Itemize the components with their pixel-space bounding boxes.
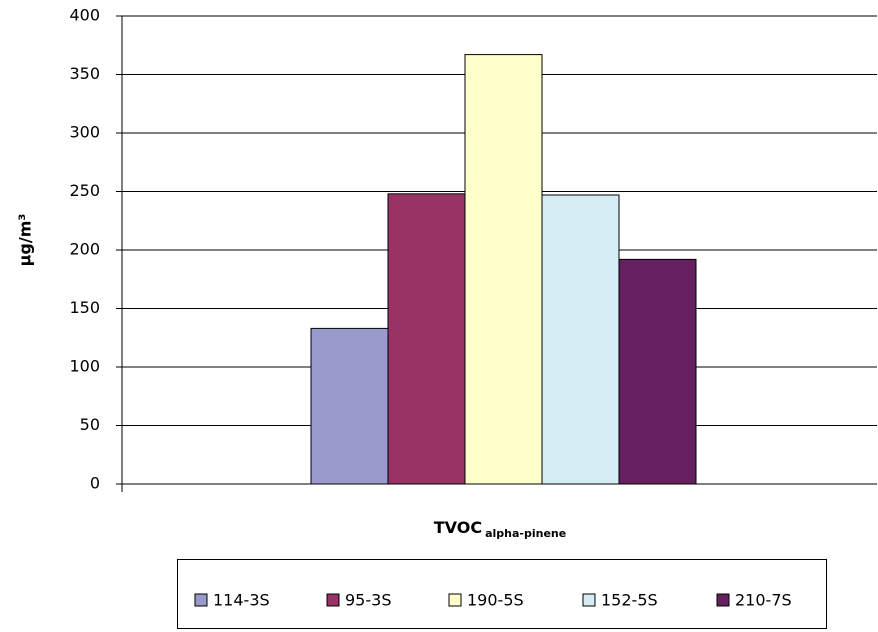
bar [387,193,466,485]
bar [310,327,389,485]
y-tick-label: 350 [69,64,100,83]
y-tick-label: 200 [69,240,100,259]
x-axis-label-main: TVOC [434,518,482,537]
y-tick-label: 300 [69,123,100,142]
legend-label: 210-7S [735,591,792,610]
x-axis-label-sub: alpha-pinene [485,527,566,540]
y-axis-label: µg/m³ [16,214,35,267]
legend-label: 190-5S [467,591,524,610]
y-tick-label: 150 [69,298,100,317]
legend-label: 114-3S [213,591,270,610]
bar [541,194,620,485]
y-tick-label: 100 [69,357,100,376]
x-axis-label: TVOC alpha-pinene [434,518,566,541]
legend-label: 95-3S [345,591,391,610]
legend-label: 152-5S [601,591,658,610]
y-tick-label: 250 [69,181,100,200]
legend-swatch [326,593,340,607]
legend-swatch [582,593,596,607]
legend-swatch [448,593,462,607]
y-tick-label: 0 [90,474,100,493]
y-tick-label: 50 [80,415,100,434]
y-tick-label: 400 [69,6,100,25]
legend-swatch [194,593,208,607]
bar [618,258,697,485]
bar [464,54,543,485]
legend-swatch [716,593,730,607]
